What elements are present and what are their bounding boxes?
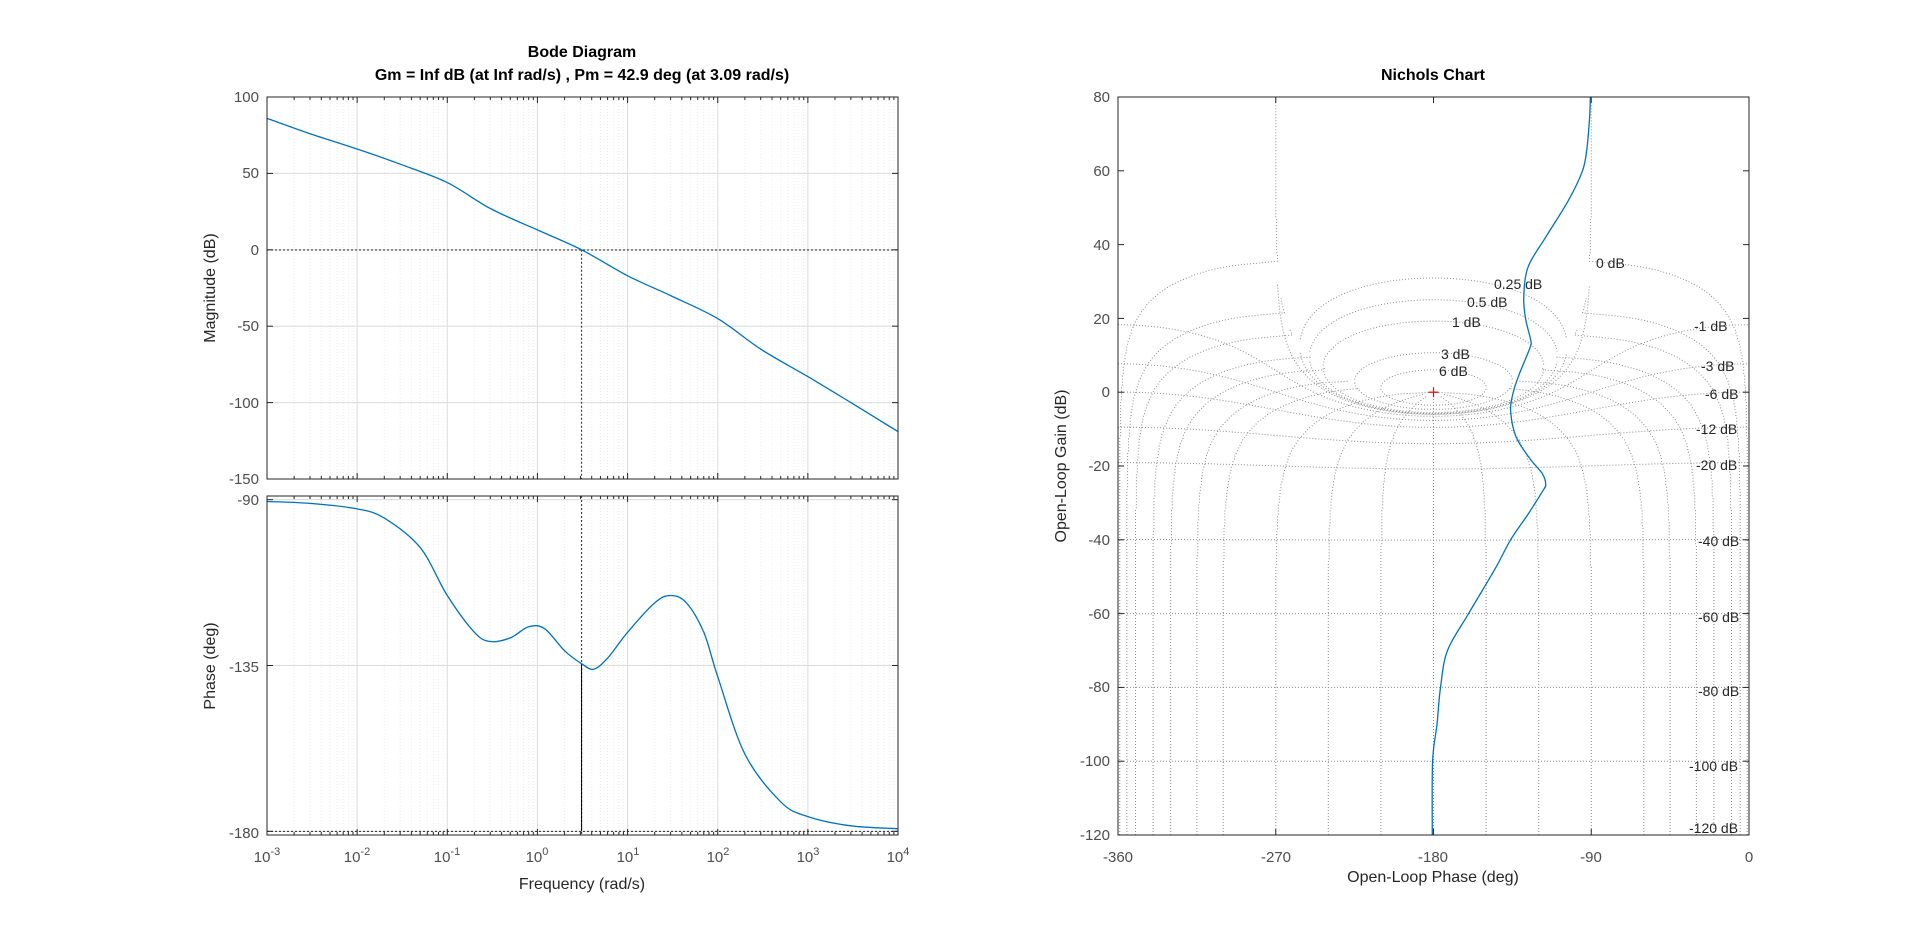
nichols-axes: 80 60 40 20 0 -20 -40 -60 -80 -100 -120 …	[1053, 67, 1753, 886]
bode-x-tick-label: 10-3	[254, 846, 280, 866]
magnitude-ticks	[266, 96, 898, 480]
nichols-grid-label: 6 dB	[1439, 363, 1468, 379]
closed-loop-magnitude-contour	[1322, 320, 1545, 366]
nichols-x-tick-label: -180	[1418, 849, 1448, 866]
magnitude-tick-label: -50	[237, 318, 259, 335]
nichols-title: Nichols Chart	[1381, 67, 1486, 84]
nichols-series-line	[1431, 96, 1592, 836]
magnitude-tick-label: -100	[229, 395, 259, 412]
nichols-grid-label: 3 dB	[1441, 346, 1470, 362]
nichols-y-tick-label: 20	[1093, 311, 1110, 328]
nichols-x-axis-label: Open-Loop Phase (deg)	[1347, 869, 1519, 886]
closed-loop-magnitude-contour	[1118, 391, 1749, 428]
nichols-grid-label: 0.25 dB	[1494, 276, 1542, 292]
nichols-grid-label: -120 dB	[1689, 820, 1738, 836]
nichols-grid-label: -80 dB	[1698, 683, 1739, 699]
nichols-ticks	[1117, 96, 1750, 836]
nichols-y-tick-label: 40	[1093, 237, 1110, 254]
bode-x-tick-label: 102	[707, 846, 730, 866]
closed-loop-magnitude-contour	[1299, 352, 1568, 415]
bode-title: Bode Diagram	[528, 44, 636, 61]
nichols-x-tick-label: 0	[1745, 849, 1753, 866]
bode-x-tick-label: 101	[617, 846, 640, 866]
nichols-grid-label: -6 dB	[1705, 386, 1738, 402]
closed-loop-magnitude-contour	[1118, 462, 1749, 470]
phase-tick-label: -135	[229, 659, 259, 676]
nichols-grid-label: -3 dB	[1701, 358, 1734, 374]
nichols-y-tick-label: -60	[1088, 606, 1110, 623]
nichols-y-tick-label: 80	[1093, 89, 1110, 106]
nichols-grid-label: 0.5 dB	[1467, 294, 1507, 310]
nichols-grid-label: -12 dB	[1696, 421, 1737, 437]
magnitude-tick-label: -150	[229, 471, 259, 488]
bode-x-tick-label: 100	[526, 846, 549, 866]
bode-x-axis-label: Frequency (rad/s)	[519, 876, 645, 893]
closed-loop-magnitude-contour	[1354, 352, 1513, 380]
nichols-y-tick-label: 60	[1093, 163, 1110, 180]
closed-loop-magnitude-contour	[1118, 426, 1749, 445]
nichols-y-tick-label: -40	[1088, 532, 1110, 549]
nichols-x-tick-label: -90	[1580, 849, 1602, 866]
nichols-grid-label: 0 dB	[1596, 255, 1625, 271]
nichols-grid-label: -20 dB	[1696, 457, 1737, 473]
phase-tick-label: -180	[229, 825, 259, 842]
closed-loop-phase-contour	[1196, 380, 1350, 835]
magnitude-tick-label: 50	[242, 165, 259, 182]
nichols-grid-label: -100 dB	[1689, 758, 1738, 774]
closed-loop-magnitude-contour	[1354, 382, 1513, 410]
critical-point-marker	[1428, 387, 1439, 398]
bode-x-tick-labels: 10-3 10-2 10-1 100 101 102 103 104	[254, 846, 910, 866]
bode-x-tick-label: 103	[797, 846, 820, 866]
nichols-x-tick-label: -270	[1261, 849, 1291, 866]
bode-x-tick-label: 104	[887, 846, 910, 866]
nichols-x-tick-labels: -360 -270 -180 -90 0	[1103, 849, 1753, 866]
nichols-y-tick-label: 0	[1102, 384, 1110, 401]
closed-loop-phase-contour	[1517, 380, 1671, 835]
nichols-grid-labels: 0 dB 0.25 dB 0.5 dB 1 dB 3 dB 6 dB -1 dB…	[1439, 255, 1739, 836]
closed-loop-phase-contour	[1327, 393, 1425, 835]
bode-phase-axes: -90 -135 -180 Phase (deg)	[202, 492, 899, 842]
bode-x-tick-label: 10-1	[434, 846, 460, 866]
nichols-y-tick-label: -100	[1080, 753, 1110, 770]
bode-x-tick-label: 10-2	[344, 846, 370, 866]
closed-loop-phase-contour	[1380, 395, 1428, 835]
phase-grid	[266, 496, 898, 835]
phase-series-line	[266, 500, 899, 830]
bode-magnitude-axes: 100 50 0 -50 -100 -150 Magnitude (dB)	[202, 89, 899, 488]
nichols-y-tick-label: -20	[1088, 458, 1110, 475]
closed-loop-magnitude-contour	[1299, 277, 1568, 340]
nichols-y-axis-label: Open-Loop Gain (dB)	[1053, 390, 1070, 543]
closed-loop-phase-contour	[1135, 329, 1294, 835]
closed-loop-magnitude-contour	[1277, 284, 1590, 415]
phase-tick-label: -90	[237, 492, 259, 509]
phase-axis-label: Phase (deg)	[202, 622, 219, 709]
magnitude-tick-label: 100	[234, 89, 259, 106]
magnitude-axis-label: Magnitude (dB)	[202, 233, 219, 342]
nichols-x-tick-label: -360	[1103, 849, 1133, 866]
closed-loop-magnitude-contour	[1380, 369, 1487, 387]
closed-loop-phase-contour	[1573, 329, 1732, 835]
magnitude-series-line	[266, 117, 899, 433]
nichols-y-tick-label: -120	[1080, 827, 1110, 844]
closed-loop-phase-contour	[1439, 395, 1487, 835]
closed-loop-phase-contour	[1442, 393, 1540, 835]
nichols-grid-label: -40 dB	[1698, 533, 1739, 549]
magnitude-tick-label: 0	[251, 242, 259, 259]
nichols-grid-label: -1 dB	[1694, 318, 1727, 334]
nichols-grid-label: -60 dB	[1698, 609, 1739, 625]
bode-subtitle: Gm = Inf dB (at Inf rad/s) , Pm = 42.9 d…	[375, 67, 789, 84]
nichols-y-tick-label: -80	[1088, 679, 1110, 696]
magnitude-y-tick-labels: 100 50 0 -50 -100 -150	[229, 89, 259, 488]
phase-ticks	[266, 496, 898, 835]
nichols-y-tick-labels: 80 60 40 20 0 -20 -40 -60 -80 -100 -120	[1080, 89, 1110, 844]
nichols-grid-label: 1 dB	[1452, 314, 1481, 330]
